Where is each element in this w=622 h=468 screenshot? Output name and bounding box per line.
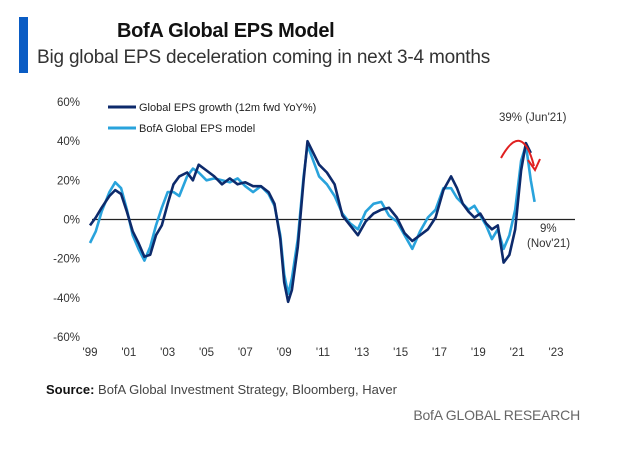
x-tick-label: '17 <box>432 347 447 359</box>
x-tick-label: '99 <box>83 347 98 359</box>
legend: Global EPS growth (12m fwd YoY%) BofA Gl… <box>108 102 316 135</box>
y-tick-label: -60% <box>53 332 80 344</box>
y-tick-label: -40% <box>53 293 80 305</box>
x-tick-label: '01 <box>121 347 136 359</box>
y-tick-label: 40% <box>57 136 80 148</box>
x-tick-label: '09 <box>277 347 292 359</box>
x-axis: '99 '01 '03 '05 '07 '09 '11 '13 '15 '17 '19 '21 '23 <box>83 347 564 359</box>
x-tick-label: '05 <box>199 347 214 359</box>
y-axis: 60% 40% 20% 0% -20% -40% -60% <box>53 97 80 344</box>
legend-label-eps-growth: Global EPS growth (12m fwd YoY%) <box>139 102 316 114</box>
x-tick-label: '03 <box>160 347 175 359</box>
source-text: BofA Global Investment Strategy, Bloombe… <box>94 382 397 397</box>
x-tick-label: '19 <box>471 347 486 359</box>
accent-bar <box>19 17 28 73</box>
trend-arrow-icon <box>500 139 535 167</box>
arrowhead-icon <box>527 158 541 173</box>
x-tick-label: '23 <box>549 347 564 359</box>
x-tick-label: '15 <box>393 347 408 359</box>
x-tick-label: '11 <box>316 347 330 359</box>
y-tick-label: 60% <box>57 97 80 109</box>
x-tick-label: '07 <box>238 347 253 359</box>
y-tick-label: 0% <box>63 215 80 227</box>
x-tick-label: '21 <box>510 347 525 359</box>
y-tick-label: 20% <box>57 175 80 187</box>
source-label: Source: <box>46 382 95 397</box>
chart-subtitle: Big global EPS deceleration coming in ne… <box>37 47 491 68</box>
x-tick-label: '13 <box>354 347 369 359</box>
brand-footer: BofA GLOBAL RESEARCH <box>413 407 580 423</box>
series-line-eps-growth <box>88 139 532 304</box>
chart-title: BofA Global EPS Model <box>117 20 335 42</box>
series-layer <box>88 139 536 304</box>
current-value-annotation: 9% <box>540 223 557 235</box>
current-date-annotation: (Nov'21) <box>527 238 570 250</box>
peak-annotation: 39% (Jun'21) <box>499 112 567 124</box>
legend-label-eps-model: BofA Global EPS model <box>139 123 255 135</box>
source-note: Source: BofA Global Investment Strategy,… <box>46 382 397 397</box>
y-tick-label: -20% <box>53 254 80 266</box>
